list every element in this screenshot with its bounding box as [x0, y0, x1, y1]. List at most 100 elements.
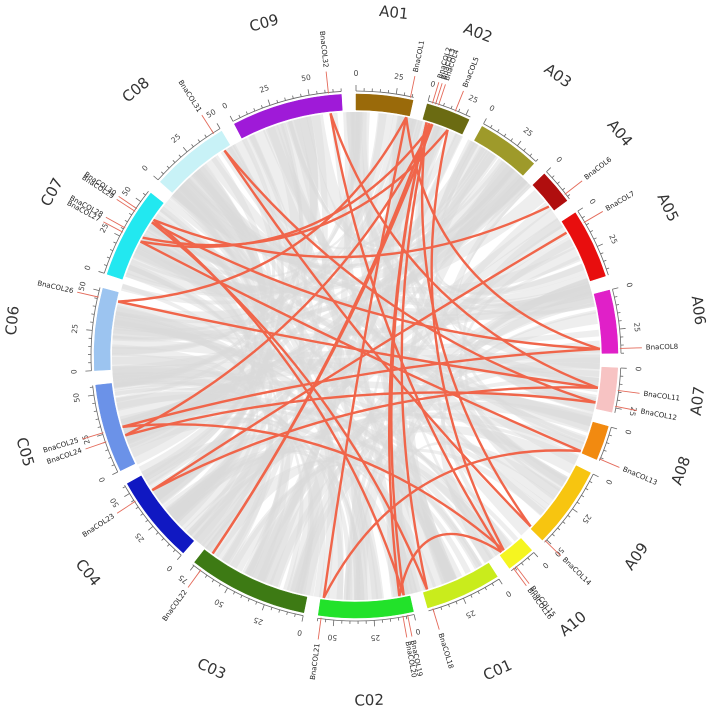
tick-mark [224, 587, 228, 594]
tick-mark [135, 506, 139, 510]
tick-mark [278, 609, 281, 613]
tick-baseline [355, 90, 414, 98]
tick-mark [603, 259, 607, 262]
collinear-link [405, 117, 601, 351]
tick-mark [463, 598, 467, 604]
background-link [165, 198, 568, 488]
tick-label: 0 [429, 79, 436, 89]
chromosome-label: A07 [687, 385, 708, 416]
tick-mark [585, 488, 589, 491]
tick-mark [484, 587, 487, 591]
background-link [177, 113, 387, 258]
background-link [137, 234, 599, 393]
tick-mark [218, 583, 221, 587]
background-link [196, 165, 457, 584]
tick-mark [403, 92, 406, 96]
tick-mark [405, 616, 408, 620]
tick-mark [95, 418, 99, 421]
tick-mark [614, 296, 618, 298]
background-link [248, 134, 335, 599]
collinear-link [152, 218, 405, 596]
background-link [186, 401, 593, 536]
gene-marker-line [432, 608, 440, 630]
collinear-link [329, 113, 503, 553]
tick-mark [395, 88, 398, 95]
tick-mark [122, 486, 126, 489]
background-link [113, 361, 600, 388]
tick-mark [135, 197, 141, 202]
tick-label: 0 [488, 103, 497, 113]
background-link [156, 190, 264, 506]
tick-mark [93, 288, 100, 292]
tick-mark [97, 434, 104, 437]
background-link [242, 134, 305, 577]
gene-marker-line [407, 614, 413, 637]
background-link [166, 208, 559, 519]
collinear-link [430, 129, 505, 551]
background-link [458, 239, 574, 500]
tick-mark [178, 154, 182, 158]
background-link [350, 277, 591, 600]
chromosome-C05 [95, 383, 136, 472]
tick-mark [286, 611, 288, 615]
tick-mark [612, 287, 619, 290]
gene-label: BnaCOL11 [643, 390, 680, 403]
gene-marker-line [77, 291, 99, 298]
tick-mark [557, 527, 561, 531]
tick-label: 50 [205, 107, 218, 120]
tick-label: 0 [296, 628, 303, 638]
collinear-link [223, 149, 596, 404]
tick-mark [546, 167, 552, 173]
tick-mark [552, 533, 555, 537]
tick-mark [572, 508, 578, 513]
tick-baseline [192, 564, 304, 617]
tick-label: 25 [98, 222, 110, 235]
tick-label: 0 [634, 366, 643, 371]
tick-mark [261, 604, 265, 611]
background-link [127, 264, 245, 465]
chromosome-A08 [581, 421, 609, 460]
tick-mark [172, 549, 176, 553]
tick-mark [597, 243, 603, 247]
tick-mark [114, 232, 120, 237]
collinear-link [211, 123, 434, 555]
tick-label: 0 [69, 369, 78, 374]
gene-marker-line [103, 221, 124, 233]
tick-mark [498, 578, 503, 585]
tick-mark [255, 601, 258, 605]
tick-mark [167, 543, 170, 547]
tick-mark [455, 601, 458, 605]
background-link [293, 116, 496, 248]
chromosome-label: A06 [688, 295, 708, 326]
background-link [132, 244, 593, 432]
background-link [229, 463, 457, 580]
tick-mark [233, 591, 236, 595]
tick-mark [140, 513, 144, 516]
background-link [123, 176, 530, 445]
tick-mark [593, 237, 597, 240]
collinear-link [139, 240, 582, 453]
tick-mark [292, 95, 294, 99]
gene-label: BnaCOL5 [461, 56, 481, 89]
tick-mark [589, 480, 593, 484]
background-link [249, 129, 449, 588]
background-link [128, 226, 249, 458]
collinear-link [329, 112, 599, 389]
tick-mark [567, 515, 571, 518]
tick-mark [589, 230, 594, 233]
tick-mark [567, 194, 571, 197]
tick-mark [529, 153, 533, 157]
tick-label: 25 [467, 93, 480, 105]
background-link [396, 161, 516, 594]
gene-label: BnaCOL8 [646, 343, 678, 352]
background-link [116, 393, 508, 556]
background-link [256, 120, 423, 585]
tick-mark [97, 426, 101, 428]
gene-marker-line [325, 71, 329, 94]
tick-mark [253, 108, 256, 112]
tick-mark [427, 95, 431, 102]
tick-label: 0 [624, 281, 634, 288]
tick-mark [615, 407, 622, 410]
chromosome-label: C08 [119, 73, 153, 106]
tick-mark [546, 539, 552, 545]
